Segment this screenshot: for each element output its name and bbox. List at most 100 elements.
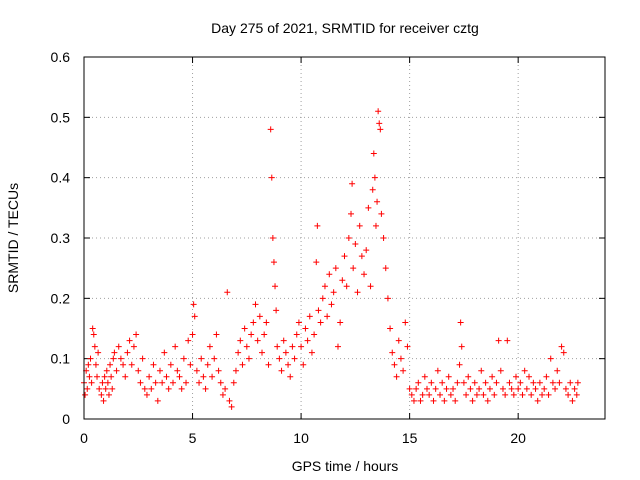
data-point (478, 367, 485, 374)
data-point (117, 355, 124, 362)
data-point (541, 385, 548, 392)
data-point (245, 355, 252, 362)
x-tick-label: 5 (189, 430, 197, 446)
data-point (222, 385, 229, 392)
data-point (100, 397, 107, 404)
data-point (352, 241, 359, 248)
data-point (180, 355, 187, 362)
data-point (482, 379, 489, 386)
data-point (263, 319, 270, 326)
y-tick-label: 0.6 (51, 49, 71, 65)
data-point (463, 391, 470, 398)
data-point (124, 349, 131, 356)
data-point (543, 373, 550, 380)
data-point (421, 373, 428, 380)
data-point (282, 349, 289, 356)
data-point (105, 391, 112, 398)
data-point (89, 325, 96, 332)
data-point (278, 367, 285, 374)
data-point (552, 385, 559, 392)
data-point (417, 397, 424, 404)
data-point (378, 210, 385, 217)
data-point (130, 343, 137, 350)
data-point (300, 361, 307, 368)
data-point (391, 361, 398, 368)
data-point (191, 313, 198, 320)
data-point (314, 222, 321, 229)
data-point (330, 289, 337, 296)
data-point (549, 379, 556, 386)
data-point (434, 367, 441, 374)
data-point (146, 373, 153, 380)
x-tick-label: 0 (80, 430, 88, 446)
data-point (126, 337, 133, 344)
data-point (519, 391, 526, 398)
data-point (332, 265, 339, 272)
data-point (141, 385, 148, 392)
data-point (486, 385, 493, 392)
data-point (176, 373, 183, 380)
data-point (272, 283, 279, 290)
data-point (109, 385, 116, 392)
data-point (156, 367, 163, 374)
data-point (339, 277, 346, 284)
data-point (139, 355, 146, 362)
y-tick-label: 0.2 (51, 290, 71, 306)
data-point (295, 319, 302, 326)
data-point (565, 391, 572, 398)
data-point (268, 174, 275, 181)
data-point (269, 235, 276, 241)
data-point (569, 397, 576, 404)
data-point (356, 222, 363, 229)
data-point (374, 198, 381, 205)
data-point (369, 186, 376, 193)
data-point (91, 343, 98, 350)
data-point (239, 361, 246, 368)
data-point (515, 385, 522, 392)
data-point (491, 391, 498, 398)
data-point (110, 355, 117, 362)
data-point (532, 385, 539, 392)
data-point (469, 397, 476, 404)
data-point (237, 337, 244, 344)
data-point (476, 385, 483, 392)
data-point (261, 331, 268, 338)
data-point (178, 385, 185, 392)
data-point (163, 373, 170, 380)
data-point (103, 367, 110, 374)
data-point (349, 180, 356, 187)
data-point (341, 253, 348, 260)
y-tick-label: 0.3 (51, 230, 71, 246)
data-point (363, 247, 370, 254)
data-point (510, 391, 517, 398)
data-point (539, 391, 546, 398)
data-point (508, 385, 515, 392)
data-point (159, 379, 166, 386)
data-point (94, 373, 101, 380)
data-point (270, 259, 277, 266)
data-point (96, 385, 103, 392)
data-point (198, 355, 205, 362)
data-point (243, 343, 250, 350)
grid-lines (84, 57, 605, 419)
data-point (189, 331, 196, 338)
data-point (206, 343, 213, 350)
data-point (304, 337, 311, 344)
chart-title: Day 275 of 2021, SRMTID for receiver czt… (211, 20, 479, 36)
x-axis-label: GPS time / hours (292, 458, 399, 474)
data-point (287, 373, 294, 380)
data-point (324, 313, 331, 320)
data-point (473, 391, 480, 398)
data-point (85, 361, 92, 368)
data-point (493, 379, 500, 386)
data-point (291, 355, 298, 362)
data-point (415, 379, 422, 386)
data-point (410, 397, 417, 404)
data-point (193, 367, 200, 374)
data-point (404, 343, 411, 350)
data-point (209, 373, 216, 380)
data-point (326, 271, 333, 278)
data-point (489, 373, 496, 380)
data-point (88, 379, 95, 386)
data-point (458, 343, 465, 350)
